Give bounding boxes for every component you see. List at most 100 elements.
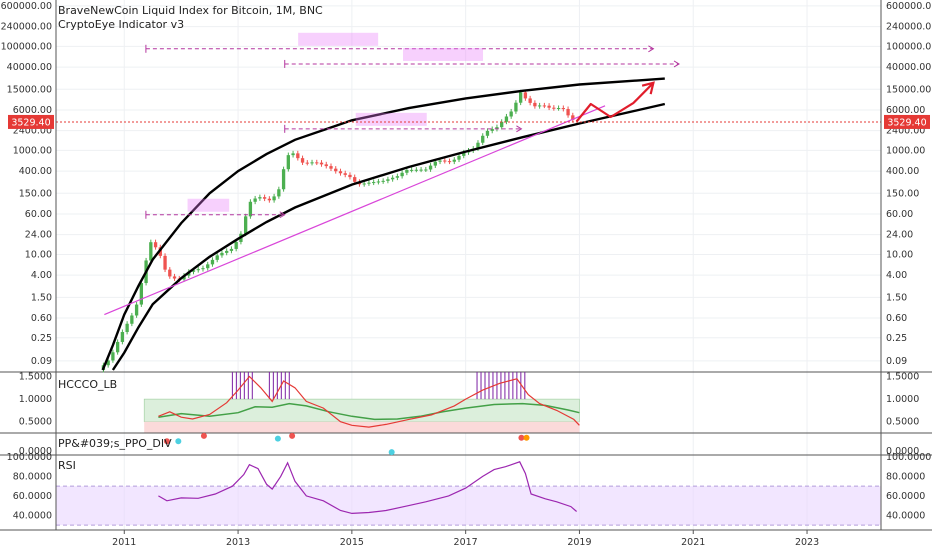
candle — [315, 162, 319, 164]
y-tick-label-left: 1.50 — [31, 292, 52, 303]
candle — [400, 172, 404, 177]
y-tick-label-right: 4.00 — [886, 270, 907, 281]
candle — [552, 107, 556, 109]
candle — [353, 177, 357, 182]
y-tick-label-left: 150.00 — [19, 188, 52, 199]
candle — [362, 183, 366, 185]
grid-layer — [56, 0, 881, 530]
candle — [523, 92, 528, 99]
hccco-title: HCCCO_LB — [58, 378, 117, 391]
y-tick-label-left: 0.60 — [31, 313, 52, 324]
y-tick-label-left: 15000.00 — [7, 84, 52, 95]
y-tick-label-left: 4.00 — [31, 270, 52, 281]
hccco-tick-label-left: 1.0000 — [19, 394, 52, 405]
candle — [443, 160, 447, 162]
candle — [296, 153, 300, 159]
indicator-name: CryptoEye Indicator v3 — [58, 18, 184, 31]
hccco-fast-line — [158, 375, 580, 428]
candle — [542, 105, 547, 107]
candle — [310, 162, 314, 164]
candle — [462, 152, 466, 156]
rsi-band — [56, 486, 881, 526]
candle — [139, 283, 144, 305]
current-price-badge-right — [884, 114, 930, 129]
x-tick-label: 2017 — [454, 537, 478, 548]
upper-channel-curve — [101, 77, 665, 371]
candle — [329, 166, 333, 169]
ppo-dot — [289, 432, 296, 439]
candle — [258, 197, 262, 199]
candle — [504, 116, 509, 122]
candle — [476, 142, 480, 149]
hccco-red-zone — [144, 421, 580, 433]
y-tick-label-left: 240000.00 — [1, 22, 52, 33]
y-tick-label-right: 1000.00 — [886, 145, 925, 156]
lower-channel-curve — [111, 102, 666, 371]
y-tick-label-right: 0.09 — [886, 356, 907, 367]
y-tick-label-right: 400.00 — [886, 166, 919, 177]
candle — [414, 169, 419, 171]
y-tick-label-right: 0.25 — [886, 333, 907, 344]
y-tick-label-right: 60.00 — [886, 209, 913, 220]
candle — [248, 201, 253, 217]
candle — [533, 102, 537, 107]
y-tick-label-left: 6000.00 — [13, 105, 52, 116]
rsi-line — [158, 461, 577, 515]
ppo-tick-label-right: 0.0000 — [886, 446, 919, 457]
candle — [556, 108, 561, 110]
candle — [490, 129, 494, 131]
candle — [419, 169, 423, 171]
hccco-tick-label-right: 0.5000 — [886, 417, 919, 428]
candle — [509, 111, 513, 117]
y-tick-label-left: 24.00 — [25, 230, 52, 241]
measure-arrowhead — [673, 60, 680, 68]
candle — [172, 276, 177, 279]
candle — [348, 174, 352, 178]
candle — [547, 105, 551, 108]
y-tick-label-left: 400.00 — [19, 166, 52, 177]
measure-label-box — [355, 112, 427, 126]
candle — [528, 98, 532, 103]
candle — [514, 102, 518, 112]
rsi-tick-label-right: 80.0000 — [886, 471, 925, 482]
candle — [168, 269, 172, 277]
candle — [149, 242, 153, 261]
candle — [215, 255, 219, 260]
indicator-layer — [158, 372, 580, 515]
candle — [571, 115, 575, 120]
rsi-tick-label-left: 100.0000 — [7, 452, 52, 463]
y-tick-label-left: 60.00 — [25, 209, 52, 220]
current-price-label-right: 3529.40 — [887, 117, 926, 128]
rsi-tick-label-left: 40.0000 — [13, 510, 52, 521]
candle — [210, 259, 215, 265]
candle — [130, 315, 134, 324]
rsi-tick-label-right: 60.0000 — [886, 491, 925, 502]
candle — [376, 181, 381, 183]
ppo-dot — [523, 434, 530, 441]
measure-arrowhead — [648, 45, 655, 53]
candle — [495, 127, 499, 130]
y-tick-label-left: 600000.00 — [1, 1, 52, 12]
x-tick-label: 2019 — [567, 537, 591, 548]
candle — [111, 352, 115, 361]
y-tick-label-left: 40000.00 — [7, 62, 52, 73]
candle — [272, 196, 276, 201]
candle — [153, 242, 158, 248]
candle — [367, 182, 371, 184]
title-layer: BraveNewCoin Liquid Index for Bitcoin, 1… — [58, 4, 323, 31]
candle — [566, 109, 570, 116]
candle — [281, 169, 286, 190]
y-tick-label-left: 2400.00 — [13, 126, 52, 137]
rsi-tick-label-left: 60.0000 — [13, 491, 52, 502]
candle — [424, 169, 428, 171]
candle — [372, 182, 376, 184]
measure-label-box — [403, 47, 484, 61]
candle — [343, 173, 347, 175]
y-tick-label-right: 100000.00 — [886, 41, 932, 52]
y-tick-label-left: 1000.00 — [13, 145, 52, 156]
y-tick-label-right: 240000.00 — [886, 22, 932, 33]
hccco-slow-line — [158, 402, 580, 421]
ppo-title: PP&#039;s_PPO_DIV — [58, 437, 172, 450]
